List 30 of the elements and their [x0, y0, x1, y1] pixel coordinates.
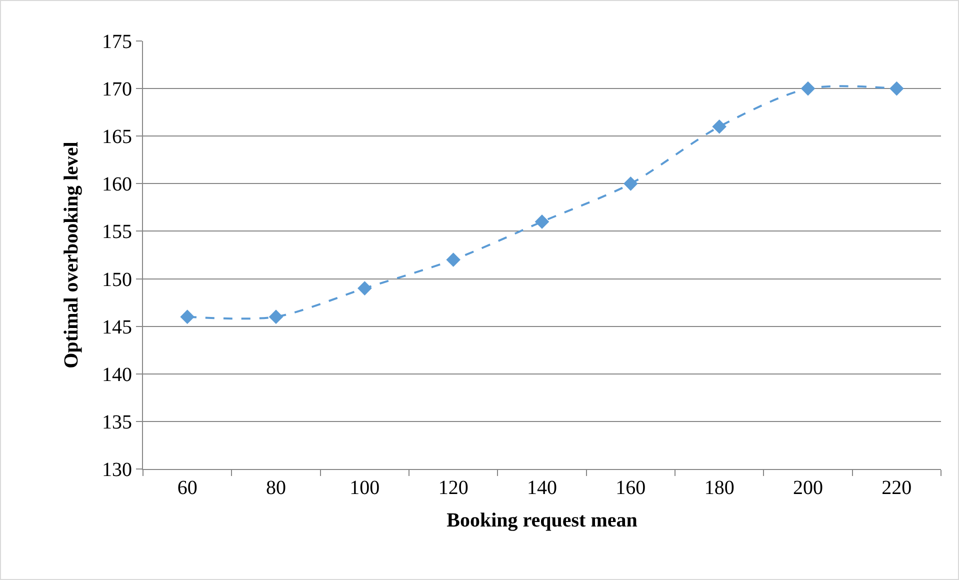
y-tick-label: 130: [102, 459, 132, 481]
x-tick-label: 200: [793, 477, 823, 499]
point: [268, 310, 284, 324]
y-tick-label: 175: [102, 31, 132, 53]
y-tick-label: 165: [102, 126, 132, 148]
y-tick-label: 150: [102, 268, 132, 291]
point: [800, 81, 816, 96]
x-tick-label: 60: [177, 477, 198, 499]
x-tick-label: 220: [882, 477, 912, 499]
y-tick-label: 140: [102, 364, 132, 386]
point: [890, 81, 904, 96]
y-tick-label: 135: [102, 411, 132, 434]
point: [624, 176, 638, 191]
y-tick-label: 155: [102, 221, 132, 244]
point: [446, 252, 460, 267]
x-tick-label: 100: [350, 477, 380, 499]
y-tick-label: 160: [102, 174, 132, 196]
x-axis-title: Booking request mean: [446, 510, 638, 532]
point: [712, 119, 726, 134]
x-tick-label: 140: [527, 477, 557, 499]
x-tick-label: 180: [704, 477, 734, 499]
x-tick-label: 160: [616, 477, 646, 499]
point: [358, 281, 372, 296]
point: [534, 214, 550, 229]
x-tick-label: 80: [266, 477, 286, 499]
y-axis-title: Optimal overbooking level: [60, 141, 82, 368]
y-tick-label: 145: [102, 316, 132, 338]
x-tick-label: 120: [438, 477, 468, 499]
y-tick-label: 170: [102, 78, 132, 101]
point: [180, 310, 194, 324]
